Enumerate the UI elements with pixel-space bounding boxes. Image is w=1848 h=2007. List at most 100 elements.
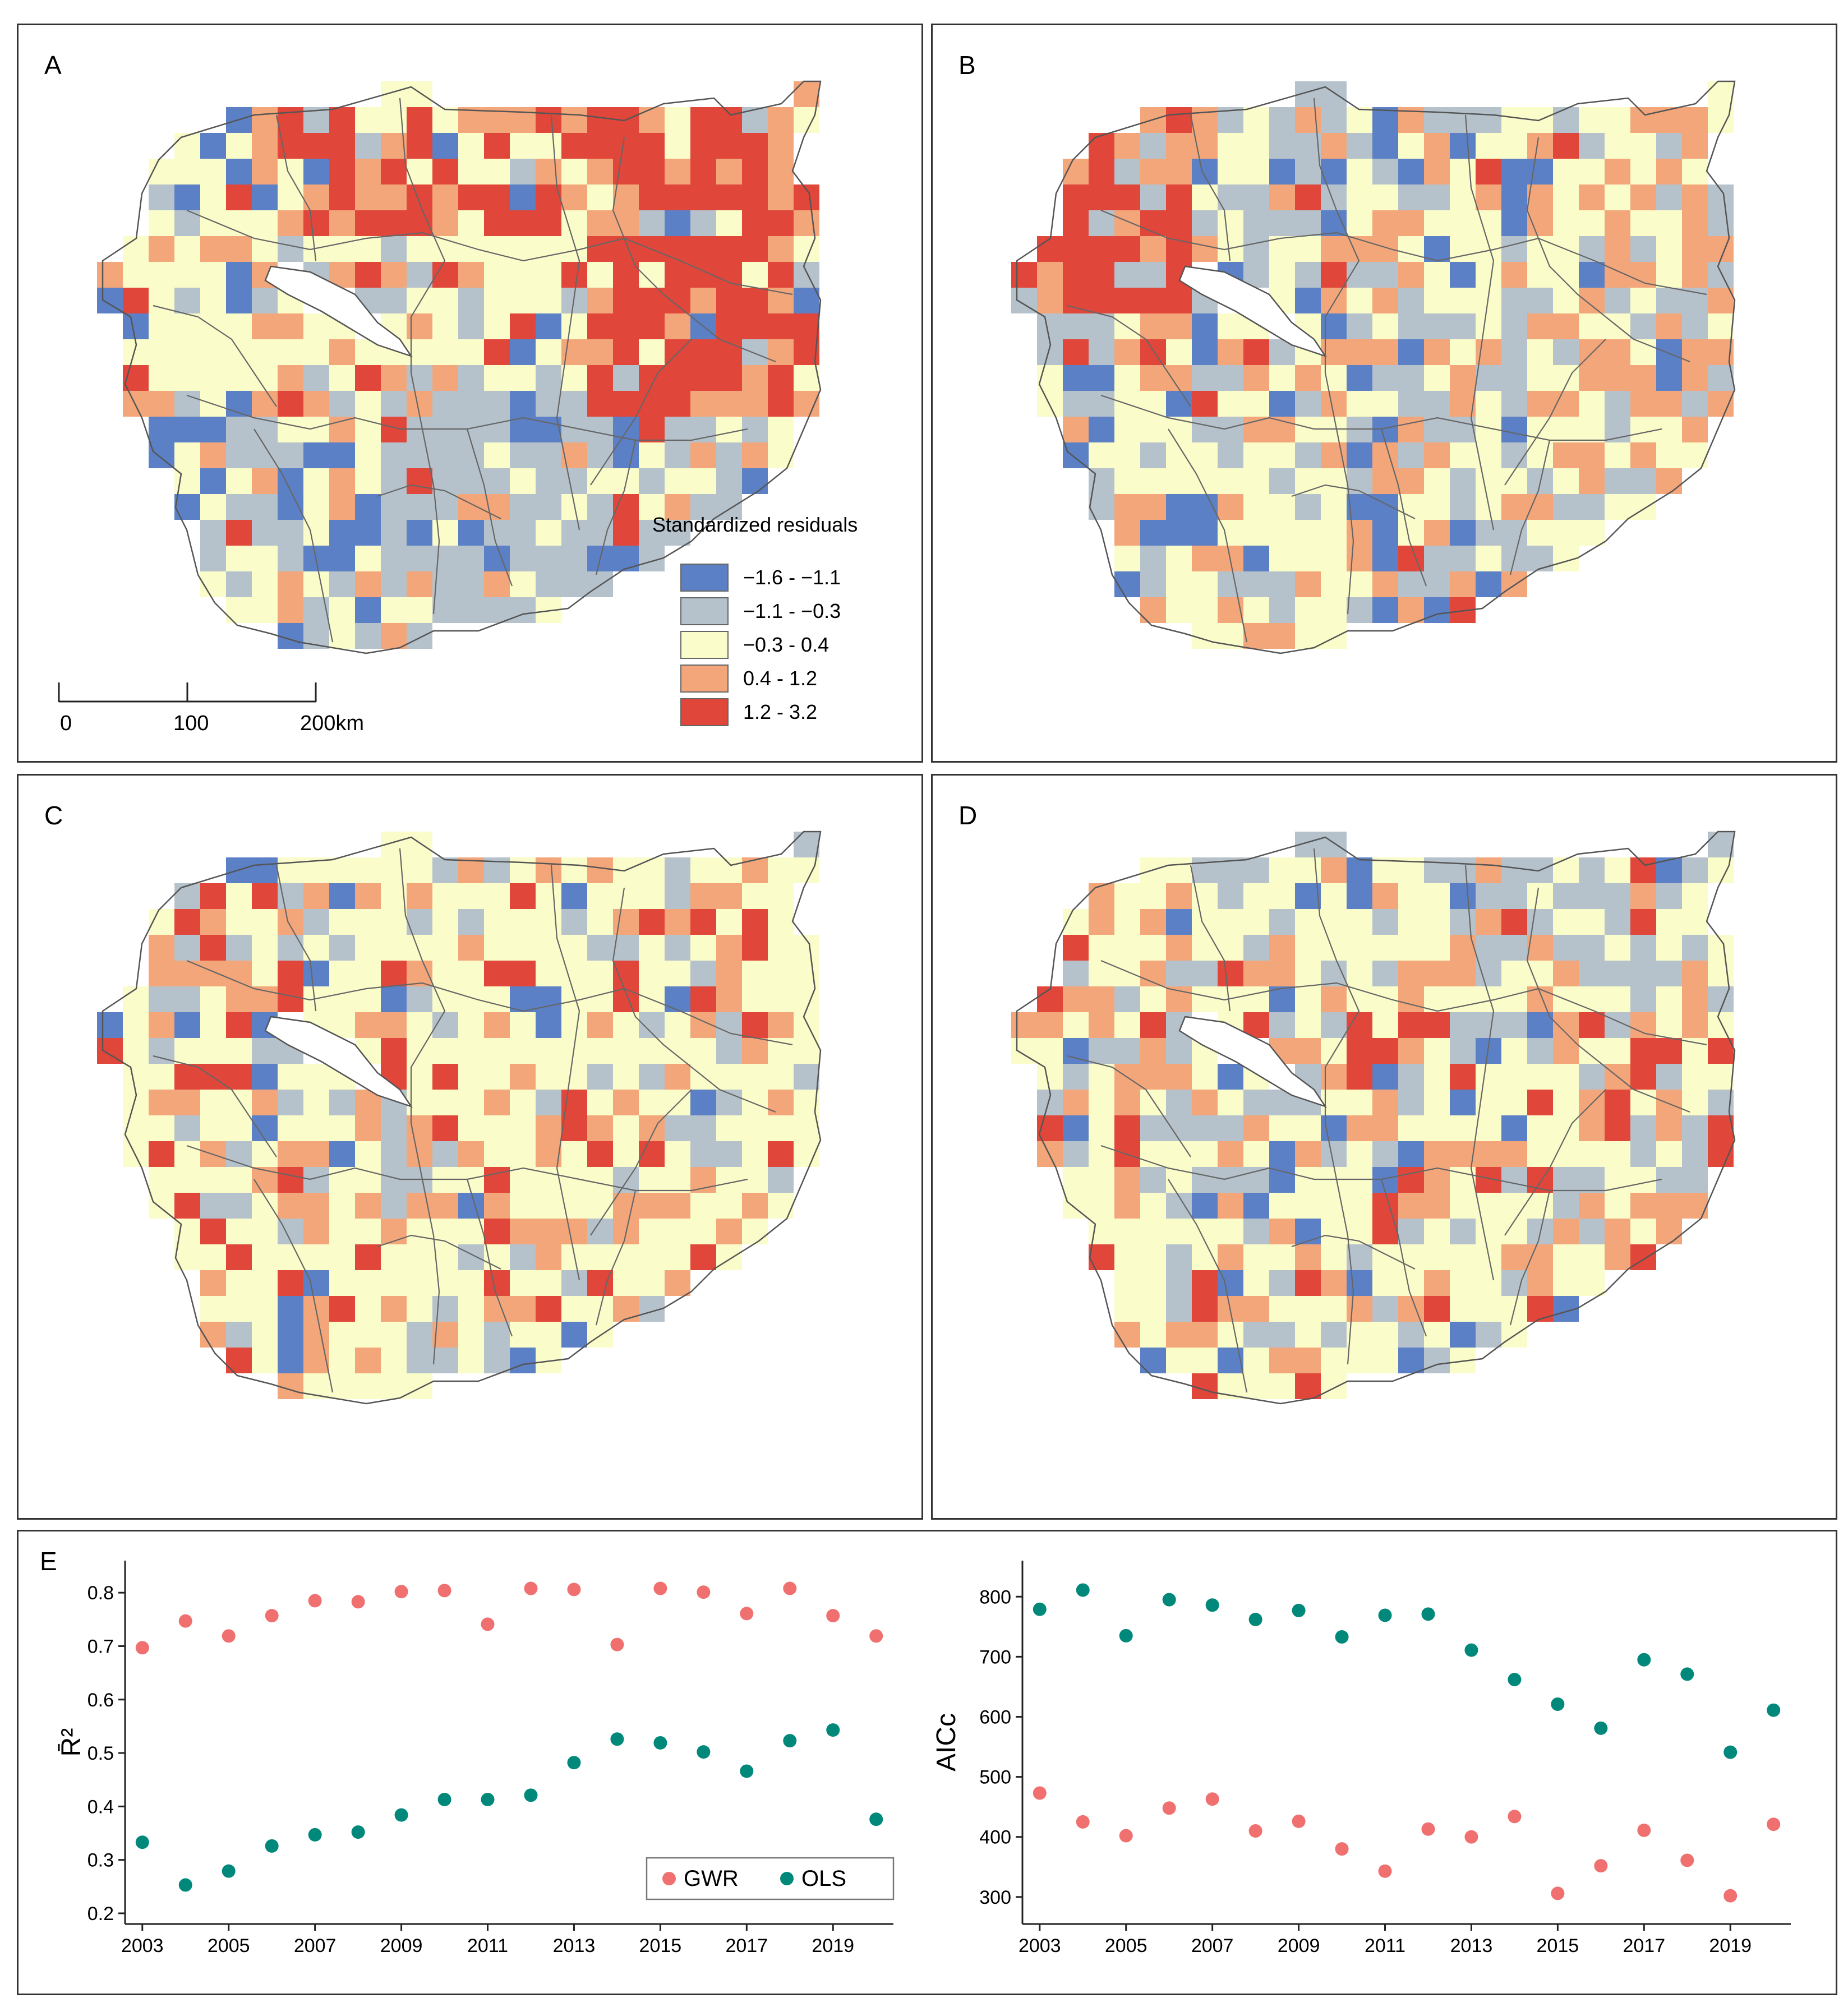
grid-cell bbox=[252, 494, 278, 520]
grid-cell bbox=[1682, 313, 1708, 339]
grid-cell bbox=[613, 883, 639, 909]
grid-cell bbox=[639, 1193, 665, 1219]
grid-cell bbox=[1501, 288, 1527, 313]
grid-cell bbox=[484, 417, 510, 442]
grid-cell bbox=[1166, 857, 1192, 883]
grid-cell bbox=[1398, 986, 1424, 1012]
grid-cell bbox=[1372, 262, 1398, 288]
grid-cell bbox=[561, 1322, 587, 1348]
grid-cell bbox=[174, 236, 200, 262]
grid-cell bbox=[355, 236, 381, 262]
grid-cell bbox=[303, 468, 329, 494]
panel-a: A Standardized residuals −1.6 - −1.1 −1.… bbox=[17, 24, 923, 763]
point-ols bbox=[1551, 1697, 1565, 1711]
grid-cell bbox=[252, 1219, 278, 1244]
grid-cell bbox=[1501, 986, 1527, 1012]
grid-cell bbox=[1243, 935, 1269, 961]
grid-cell bbox=[1501, 1193, 1527, 1219]
grid-cell bbox=[665, 1064, 690, 1090]
grid-cell bbox=[1476, 1322, 1501, 1348]
grid-cell bbox=[278, 339, 303, 365]
grid-cell bbox=[149, 1090, 174, 1115]
grid-cell bbox=[1656, 986, 1682, 1012]
grid-cell bbox=[407, 623, 432, 649]
grid-cell bbox=[303, 1090, 329, 1115]
grid-cell bbox=[1553, 1090, 1579, 1115]
grid-cell bbox=[1063, 365, 1089, 391]
grid-cell bbox=[1501, 1064, 1527, 1090]
grid-cell bbox=[510, 571, 536, 597]
y-tick-label: 0.6 bbox=[87, 1690, 114, 1711]
grid-cell bbox=[561, 288, 587, 313]
grid-cell bbox=[1114, 365, 1140, 391]
grid-cell bbox=[1269, 1322, 1295, 1348]
grid-cell bbox=[1501, 391, 1527, 417]
grid-cell bbox=[432, 857, 458, 883]
legend-marker-ols bbox=[780, 1872, 794, 1885]
grid-cell bbox=[278, 935, 303, 961]
grid-cell bbox=[1398, 365, 1424, 391]
grid-cell bbox=[1372, 494, 1398, 520]
grid-cell bbox=[1243, 546, 1269, 571]
grid-cell bbox=[665, 909, 690, 935]
legend-title: Standardized residuals bbox=[652, 513, 858, 536]
grid-cell bbox=[303, 313, 329, 339]
grid-cell bbox=[536, 494, 561, 520]
grid-cell bbox=[303, 1141, 329, 1167]
grid-cell bbox=[536, 210, 561, 236]
grid-cell bbox=[329, 210, 355, 236]
grid-cell bbox=[1089, 883, 1114, 909]
grid-cell bbox=[1243, 236, 1269, 262]
grid-cell bbox=[1630, 935, 1656, 961]
grid-cell bbox=[510, 468, 536, 494]
grid-cell bbox=[1089, 313, 1114, 339]
grid-cell bbox=[561, 1141, 587, 1167]
x-tick-label: 2017 bbox=[1623, 1935, 1665, 1957]
boundary-line bbox=[595, 1190, 637, 1326]
grid-cell bbox=[613, 339, 639, 365]
lake-shape bbox=[264, 1016, 413, 1108]
grid-cell bbox=[1424, 1348, 1450, 1373]
grid-cell bbox=[432, 597, 458, 623]
grid-cell bbox=[587, 961, 613, 986]
grid-cell bbox=[1450, 313, 1476, 339]
grid-cell bbox=[458, 935, 484, 961]
grid-cell bbox=[174, 288, 200, 313]
grid-cell bbox=[510, 986, 536, 1012]
map-c-residuals bbox=[97, 831, 822, 1405]
grid-cell bbox=[329, 494, 355, 520]
boundary-line bbox=[1313, 848, 1360, 1365]
grid-cell bbox=[690, 1193, 716, 1219]
grid-cell bbox=[1398, 1064, 1424, 1090]
grid-cell bbox=[1553, 1244, 1579, 1270]
grid-cell bbox=[510, 417, 536, 442]
grid-cell bbox=[1682, 1115, 1708, 1141]
grid-cell bbox=[1527, 546, 1553, 571]
grid-cell bbox=[1579, 1064, 1605, 1090]
grid-cell bbox=[1579, 133, 1605, 159]
grid-cell bbox=[1269, 571, 1295, 597]
grid-cell bbox=[1656, 1115, 1682, 1141]
grid-cell bbox=[1140, 1115, 1166, 1141]
grid-cell bbox=[561, 546, 587, 571]
grid-cell bbox=[303, 391, 329, 417]
grid-cell bbox=[1347, 935, 1372, 961]
grid-cell bbox=[278, 210, 303, 236]
grid-cell bbox=[1656, 909, 1682, 935]
grid-cell bbox=[1295, 571, 1321, 597]
grid-cell bbox=[1140, 184, 1166, 210]
grid-cell bbox=[174, 417, 200, 442]
grid-cell bbox=[742, 468, 768, 494]
grid-cell bbox=[613, 262, 639, 288]
grid-cell bbox=[355, 1296, 381, 1322]
grid-cell bbox=[561, 159, 587, 184]
grid-cell bbox=[716, 1012, 742, 1038]
grid-cell bbox=[355, 133, 381, 159]
grid-cell bbox=[510, 883, 536, 909]
grid-cell bbox=[716, 391, 742, 417]
grid-cell bbox=[1166, 1322, 1192, 1348]
grid-cell bbox=[252, 288, 278, 313]
grid-cell bbox=[665, 159, 690, 184]
grid-cell bbox=[665, 1270, 690, 1296]
